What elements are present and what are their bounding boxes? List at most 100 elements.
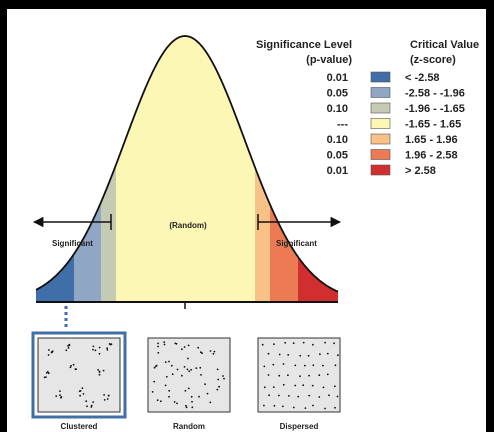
pattern-box xyxy=(147,337,231,413)
pattern-point xyxy=(308,394,311,397)
legend-p-value: 0.05 xyxy=(327,88,348,100)
pattern-point xyxy=(151,391,154,393)
pattern-point xyxy=(176,402,178,405)
pattern-point xyxy=(263,404,265,407)
pattern-point xyxy=(78,390,81,392)
pattern-random: Random xyxy=(147,337,231,431)
pattern-point xyxy=(168,395,170,398)
pattern-point xyxy=(272,363,275,366)
pattern-point xyxy=(268,394,270,397)
pattern-label: Dispersed xyxy=(280,422,319,431)
pattern-point xyxy=(198,395,200,398)
pattern-point xyxy=(190,395,193,398)
pattern-point xyxy=(156,399,159,402)
pattern-point xyxy=(81,387,84,390)
legend-p-value: --- xyxy=(337,119,348,131)
pattern-point xyxy=(103,399,106,401)
pattern-point xyxy=(267,352,270,355)
pattern-point xyxy=(326,373,329,376)
left-significant-label: Significant xyxy=(52,239,93,248)
pattern-point xyxy=(292,406,295,409)
pattern-point xyxy=(222,375,224,377)
pattern-point xyxy=(157,351,160,354)
pattern-point xyxy=(46,371,49,373)
pattern-point xyxy=(302,341,305,344)
bell-curve-outline xyxy=(35,35,339,293)
region-p001-low xyxy=(36,253,74,302)
pattern-point xyxy=(157,345,160,348)
pattern-point xyxy=(273,404,276,407)
pattern-point xyxy=(324,341,326,344)
pattern-point xyxy=(185,406,188,409)
pattern-point xyxy=(288,395,290,397)
pattern-point xyxy=(278,394,280,397)
pattern-point xyxy=(312,343,314,346)
pattern-point xyxy=(67,345,69,347)
pattern-box xyxy=(37,337,121,413)
pattern-point xyxy=(170,364,173,367)
pattern-point xyxy=(106,347,109,350)
pattern-point xyxy=(284,341,287,344)
right-significant-label: Significant xyxy=(276,239,317,248)
pattern-point xyxy=(48,349,50,351)
pattern-point xyxy=(312,404,314,407)
pattern-point xyxy=(176,368,179,371)
pattern-point xyxy=(86,405,88,408)
legend-p-value: 0.05 xyxy=(327,150,348,162)
pattern-point xyxy=(183,346,186,348)
pattern-point xyxy=(184,389,187,392)
pattern-point xyxy=(334,406,336,409)
pattern-point xyxy=(163,341,166,343)
legend-z-score: -1.96 - -1.65 xyxy=(405,103,465,115)
pattern-point xyxy=(92,348,94,351)
pattern-point xyxy=(333,342,335,345)
legend-swatch xyxy=(370,164,391,176)
legend-swatch xyxy=(370,71,391,83)
pattern-point xyxy=(98,346,101,349)
pattern-point xyxy=(294,384,297,387)
pattern-point xyxy=(209,350,212,352)
significance-subheader: (p-value) xyxy=(306,54,352,66)
pattern-point xyxy=(312,364,315,367)
pattern-point xyxy=(336,395,339,398)
pattern-point xyxy=(163,343,166,346)
pattern-label: Clustered xyxy=(61,422,98,431)
pattern-point xyxy=(281,405,284,408)
legend-p-value: 0.10 xyxy=(327,103,348,115)
pattern-point xyxy=(223,377,225,380)
legend-z-score: < -2.58 xyxy=(405,72,440,84)
pattern-point xyxy=(74,368,77,371)
pattern-point xyxy=(103,394,105,396)
pattern-point xyxy=(191,400,193,403)
pattern-point xyxy=(263,386,266,389)
pattern-point xyxy=(326,352,329,355)
legend-swatch xyxy=(370,149,391,160)
pattern-point xyxy=(213,350,216,353)
pattern-point xyxy=(263,365,266,368)
pattern-point xyxy=(307,354,310,357)
legend-headers: Significance Level (p-value) Critical Va… xyxy=(256,39,479,66)
pattern-label: Random xyxy=(173,422,205,431)
pattern-point xyxy=(278,374,281,377)
pattern-point xyxy=(65,349,68,352)
pattern-point xyxy=(47,354,50,356)
pattern-point xyxy=(261,343,264,346)
pattern-point xyxy=(195,367,198,369)
pattern-point xyxy=(324,407,326,410)
pattern-point xyxy=(278,353,281,356)
pattern-point xyxy=(164,361,167,363)
pattern-point xyxy=(282,363,285,365)
pattern-point xyxy=(94,349,97,352)
pattern-point xyxy=(282,383,285,386)
pattern-point xyxy=(302,384,305,387)
critical-subheader: (z-score) xyxy=(410,54,456,66)
pattern-point xyxy=(92,345,95,348)
pattern-box xyxy=(257,337,341,413)
pattern-point xyxy=(183,366,186,368)
legend-z-score: -2.58 - -1.96 xyxy=(405,88,465,100)
legend-z-score: 1.65 - 1.96 xyxy=(405,134,458,146)
pattern-point xyxy=(72,363,75,366)
legend-z-score: > 2.58 xyxy=(405,165,436,177)
pattern-point xyxy=(69,366,72,369)
pattern-point xyxy=(160,400,162,403)
